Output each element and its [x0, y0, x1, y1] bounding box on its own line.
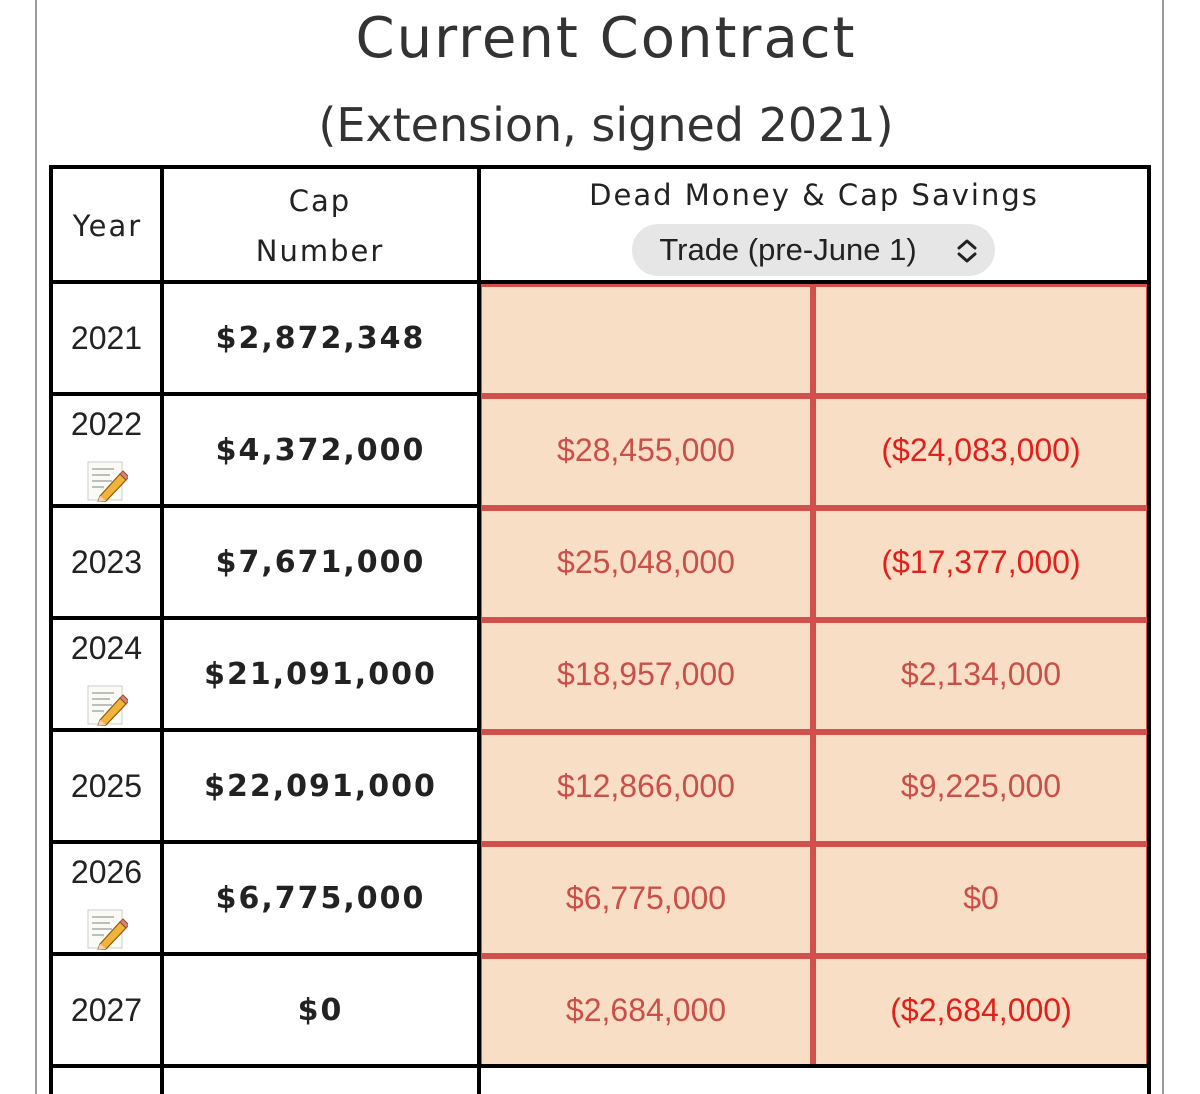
year: 2022 — [70, 405, 143, 442]
year: 2021 — [70, 319, 143, 356]
cap-savings: ($17,377,000) — [881, 543, 1081, 580]
dead-money: $2,684,000 — [565, 991, 727, 1028]
highlight-cell — [479, 956, 813, 1068]
page-border — [35, 0, 37, 1094]
cap-savings: $9,225,000 — [900, 767, 1062, 804]
dead-money: $12,866,000 — [557, 767, 735, 804]
cap-savings: $2,134,000 — [900, 655, 1062, 692]
note-icon — [87, 909, 128, 950]
table-line — [49, 952, 481, 956]
title: Current Contract — [355, 6, 857, 71]
table-line — [49, 280, 481, 284]
highlight-cell — [813, 620, 1149, 732]
dropdown-chevron — [957, 239, 977, 263]
dead-money: $6,775,000 — [565, 879, 727, 916]
year: 2023 — [70, 543, 143, 580]
highlight-cell — [813, 732, 1149, 844]
column-header: Cap Number — [255, 183, 385, 268]
year: 2025 — [70, 767, 143, 804]
cap-number: $0 — [297, 992, 344, 1028]
dropdown[interactable] — [632, 224, 995, 276]
highlight-cell — [479, 396, 813, 508]
table-line — [49, 165, 53, 1094]
dead-money: $25,048,000 — [557, 543, 735, 580]
cap-savings: ($24,083,000) — [881, 431, 1081, 468]
year: 2024 — [70, 629, 143, 666]
cap-number: $21,091,000 — [204, 656, 437, 692]
cap-number: $2,872,348 — [215, 320, 426, 356]
dropdown-label[interactable]: Trade (pre-June 1) — [659, 232, 917, 267]
table-line — [49, 616, 481, 620]
dead-money: $28,455,000 — [557, 431, 735, 468]
dead-money: $18,957,000 — [557, 655, 735, 692]
table-line — [49, 392, 481, 396]
page-border — [1162, 0, 1164, 1094]
highlight-cell — [479, 508, 813, 620]
highlight-cell — [813, 284, 1149, 396]
table-line — [477, 165, 481, 1094]
year: 2027 — [70, 991, 143, 1028]
highlight-cell — [813, 956, 1149, 1068]
column-header: Dead Money & Cap Savings — [589, 178, 1039, 212]
table-line — [1147, 165, 1151, 1094]
table-line — [49, 728, 481, 732]
highlight-cell — [813, 844, 1149, 956]
table-line — [49, 504, 481, 508]
cap-number: $22,091,000 — [204, 768, 437, 804]
highlight-cell — [479, 284, 813, 396]
table-line — [477, 280, 1151, 284]
cap-number: $4,372,000 — [215, 432, 426, 468]
column-header: Year — [72, 208, 143, 243]
table-line — [477, 1064, 1151, 1068]
table-line — [49, 1064, 481, 1068]
table-line — [49, 165, 1151, 169]
subtitle: (Extension, signed 2021) — [318, 98, 894, 152]
table-line — [49, 840, 481, 844]
note-icon — [87, 685, 128, 726]
highlight-cell — [813, 396, 1149, 508]
year: 2026 — [70, 853, 143, 890]
table-line — [160, 165, 164, 1094]
note-icon — [87, 461, 128, 502]
cap-savings: $0 — [963, 879, 999, 916]
cap-savings: ($2,684,000) — [890, 991, 1072, 1028]
cap-number: $7,671,000 — [215, 544, 426, 580]
cap-number: $6,775,000 — [215, 880, 426, 916]
